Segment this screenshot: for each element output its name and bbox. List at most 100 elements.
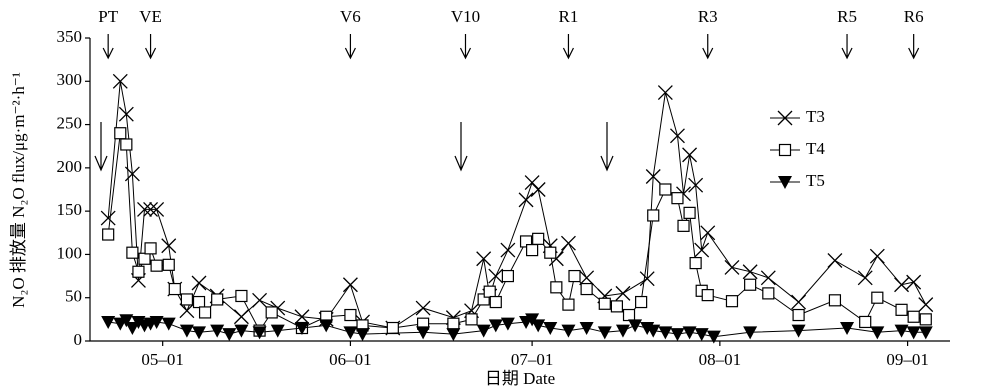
stage-arrow xyxy=(841,34,853,60)
marker-x xyxy=(688,177,704,193)
marker-square xyxy=(265,306,278,319)
marker-square xyxy=(483,285,496,298)
marker-x xyxy=(657,85,673,100)
marker-x xyxy=(827,253,843,268)
stage-arrow xyxy=(908,34,920,60)
arrow xyxy=(600,122,614,172)
y-tick-label: 150 xyxy=(57,200,83,219)
y-tick-label: 200 xyxy=(57,157,83,176)
marker-triangle xyxy=(119,314,134,328)
marker-triangle xyxy=(658,326,673,340)
stage-arrow xyxy=(459,34,472,60)
marker-x xyxy=(342,277,358,293)
marker-x xyxy=(233,309,249,325)
marker-x xyxy=(670,128,685,144)
marker-triangle xyxy=(840,322,855,336)
marker-square xyxy=(622,308,636,322)
marker-x xyxy=(694,242,710,258)
marker-square xyxy=(162,258,175,271)
marker-triangle xyxy=(531,319,546,333)
stage-arrow xyxy=(344,34,356,60)
marker-square xyxy=(871,291,884,304)
marker-square xyxy=(919,313,932,326)
marker-square xyxy=(683,206,696,219)
arrow xyxy=(94,122,108,172)
marker-square xyxy=(562,298,575,311)
marker-x xyxy=(488,268,504,284)
marker-square xyxy=(580,282,593,296)
marker-triangle xyxy=(488,319,503,333)
stage-arrow xyxy=(562,34,574,60)
stage-label: V10 xyxy=(451,7,480,26)
marker-triangle xyxy=(561,324,576,338)
marker-square xyxy=(150,259,163,272)
marker-triangle xyxy=(628,319,643,333)
marker-square xyxy=(635,295,648,309)
marker-triangle xyxy=(234,324,249,338)
x-tick-label: 05–01 xyxy=(141,350,184,369)
marker-square xyxy=(126,246,139,259)
marker-triangle xyxy=(476,324,491,338)
marker-square xyxy=(180,293,194,306)
stage-arrow xyxy=(702,34,714,60)
y-axis-label: N₂O 排放量 N₂O flux/μg·m⁻²·h⁻¹ xyxy=(9,72,28,308)
marker-x xyxy=(112,73,128,89)
marker-square xyxy=(689,256,702,270)
marker-x xyxy=(700,225,716,241)
y-tick-label: 0 xyxy=(74,330,83,349)
marker-triangle xyxy=(343,326,358,340)
marker-x xyxy=(645,169,661,184)
marker-triangle xyxy=(319,319,334,333)
marker-triangle xyxy=(101,315,116,329)
marker-x xyxy=(724,259,740,275)
legend-marker xyxy=(778,176,792,189)
stage-label: V6 xyxy=(340,7,361,26)
marker-square xyxy=(598,297,611,310)
legend-label: T5 xyxy=(806,171,825,190)
marker-x xyxy=(857,270,873,286)
marker-x xyxy=(476,251,492,267)
marker-x xyxy=(906,274,922,290)
marker-triangle xyxy=(906,326,921,340)
marker-square xyxy=(647,209,660,222)
y-tick-label: 100 xyxy=(57,243,83,262)
marker-square xyxy=(659,183,672,196)
stage-label: R1 xyxy=(559,7,579,26)
marker-square xyxy=(114,127,127,140)
marker-square xyxy=(465,313,478,326)
marker-square xyxy=(501,269,514,283)
marker-x xyxy=(615,285,631,301)
marker-x xyxy=(918,297,934,313)
marker-triangle xyxy=(500,317,515,331)
y-tick-label: 350 xyxy=(57,27,83,46)
marker-triangle xyxy=(543,322,558,336)
marker-triangle xyxy=(894,324,909,338)
marker-triangle xyxy=(446,328,461,342)
marker-square xyxy=(744,278,757,291)
marker-square xyxy=(828,294,842,307)
marker-triangle xyxy=(694,328,709,342)
stage-arrow xyxy=(145,34,157,60)
marker-triangle xyxy=(579,322,594,336)
marker-triangle xyxy=(791,324,806,338)
legend-marker xyxy=(777,110,793,126)
marker-square xyxy=(447,317,460,330)
marker-x xyxy=(294,309,310,325)
marker-square xyxy=(138,252,151,265)
marker-square xyxy=(895,303,908,316)
marker-x xyxy=(252,292,268,308)
marker-triangle xyxy=(161,317,176,331)
marker-square xyxy=(132,265,145,278)
marker-square xyxy=(211,293,224,306)
marker-triangle xyxy=(210,324,225,338)
marker-square xyxy=(102,228,115,241)
marker-square xyxy=(192,295,206,309)
stage-label: VE xyxy=(139,7,162,26)
marker-square xyxy=(198,306,212,319)
marker-square xyxy=(610,300,624,313)
marker-x xyxy=(639,271,655,287)
stage-label: R3 xyxy=(698,7,718,26)
marker-x xyxy=(894,277,910,293)
series-line xyxy=(107,131,926,332)
y-tick-label: 250 xyxy=(57,113,83,132)
